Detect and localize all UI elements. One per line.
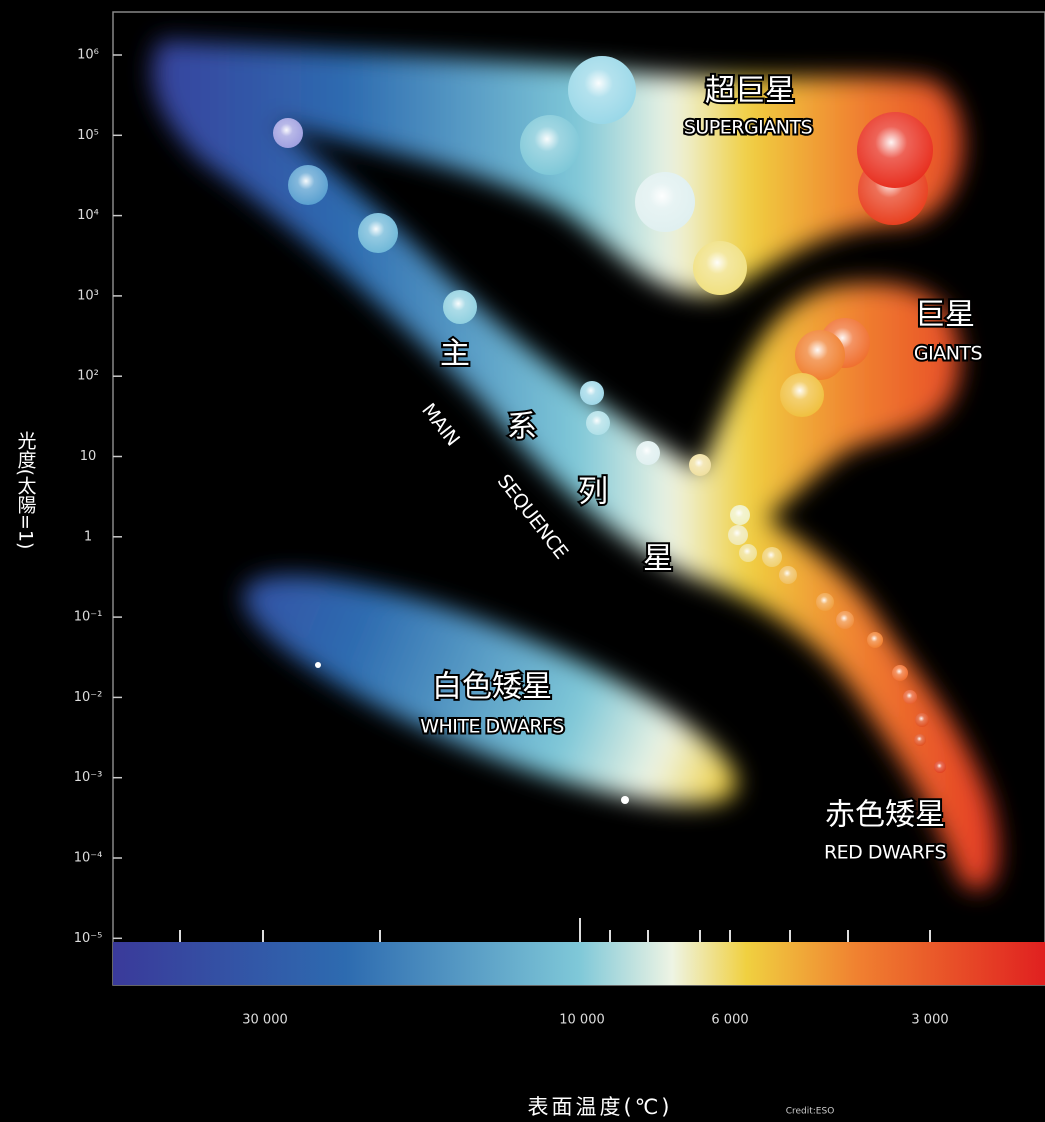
star-shine <box>586 411 610 435</box>
star-shine <box>892 665 908 681</box>
star-shine <box>739 544 757 562</box>
x-tick-label: 10 000 <box>559 1013 605 1028</box>
star-shine <box>568 56 636 124</box>
x-axis-title: 表面温度(℃) <box>528 1095 673 1119</box>
region-label-en: WHITE DWARFS <box>420 716 564 738</box>
y-tick-label: 10⁴ <box>77 208 99 223</box>
star-shine <box>730 505 750 525</box>
star-shine <box>914 734 926 746</box>
y-tick-label: 1 <box>84 529 92 544</box>
y-tick-label: 10² <box>77 369 99 384</box>
star-shine <box>779 566 797 584</box>
star-shine <box>288 165 328 205</box>
region-label-en: RED DWARFS <box>824 842 946 864</box>
y-tick-label: 10⁻⁴ <box>74 851 103 866</box>
star-shine <box>728 525 748 545</box>
star-shine <box>762 547 782 567</box>
star-shine <box>903 690 917 704</box>
main-sequence-char: 系 <box>507 410 537 445</box>
y-tick-label: 10⁻³ <box>74 770 103 785</box>
star-shine <box>816 593 834 611</box>
star-shine <box>315 662 321 668</box>
star-shine <box>636 441 660 465</box>
y-tick-label: 10⁻⁵ <box>74 931 103 946</box>
x-tick-label: 6 000 <box>711 1013 748 1028</box>
star-shine <box>635 172 695 232</box>
region-label: 超巨星 <box>705 74 795 109</box>
star-shine <box>836 611 854 629</box>
star-shine <box>934 761 946 773</box>
star-shine <box>273 118 303 148</box>
star-shine <box>520 115 580 175</box>
star-shine <box>358 213 398 253</box>
star-shine <box>443 290 477 324</box>
main-sequence-char: 列 <box>578 475 608 510</box>
star-shine <box>780 373 824 417</box>
star-shine <box>915 713 929 727</box>
star-shine <box>621 796 629 804</box>
star-shine <box>867 632 883 648</box>
main-sequence-char: 主 <box>440 337 470 372</box>
region-label: 巨星 <box>915 298 975 333</box>
y-tick-label: 10⁶ <box>77 48 99 63</box>
star-shine <box>857 112 933 188</box>
star-shine <box>689 454 711 476</box>
region-label: 赤色矮星 <box>825 798 945 833</box>
y-tick-label: 10³ <box>77 288 99 303</box>
y-tick-label: 10 <box>80 449 97 464</box>
region-label-en: SUPERGIANTS <box>684 117 812 139</box>
region-label: 白色矮星 <box>432 670 552 705</box>
region-label-en: GIANTS <box>914 343 982 365</box>
main-sequence-char: 星 <box>643 542 673 577</box>
y-axis-title: 光度(太陽=1) <box>15 430 37 549</box>
y-tick-label: 10⁻² <box>74 690 103 705</box>
credit: Credit:ESO <box>786 1107 835 1117</box>
star-shine <box>795 330 845 380</box>
x-tick-label: 30 000 <box>242 1013 288 1028</box>
hr-diagram: 10⁶ 10⁵ 10⁴ 10³ 10² 10 1 10⁻¹ 10⁻² 10⁻³ 10⁻⁴ 10⁻⁵ 30… <box>0 0 1045 1122</box>
y-tick-label: 10⁵ <box>77 128 99 143</box>
x-tick-label: 3 000 <box>911 1013 948 1028</box>
star-shine <box>580 381 604 405</box>
color-bar <box>113 942 1045 985</box>
star-shine <box>693 241 747 295</box>
y-tick-label: 10⁻¹ <box>74 610 103 625</box>
